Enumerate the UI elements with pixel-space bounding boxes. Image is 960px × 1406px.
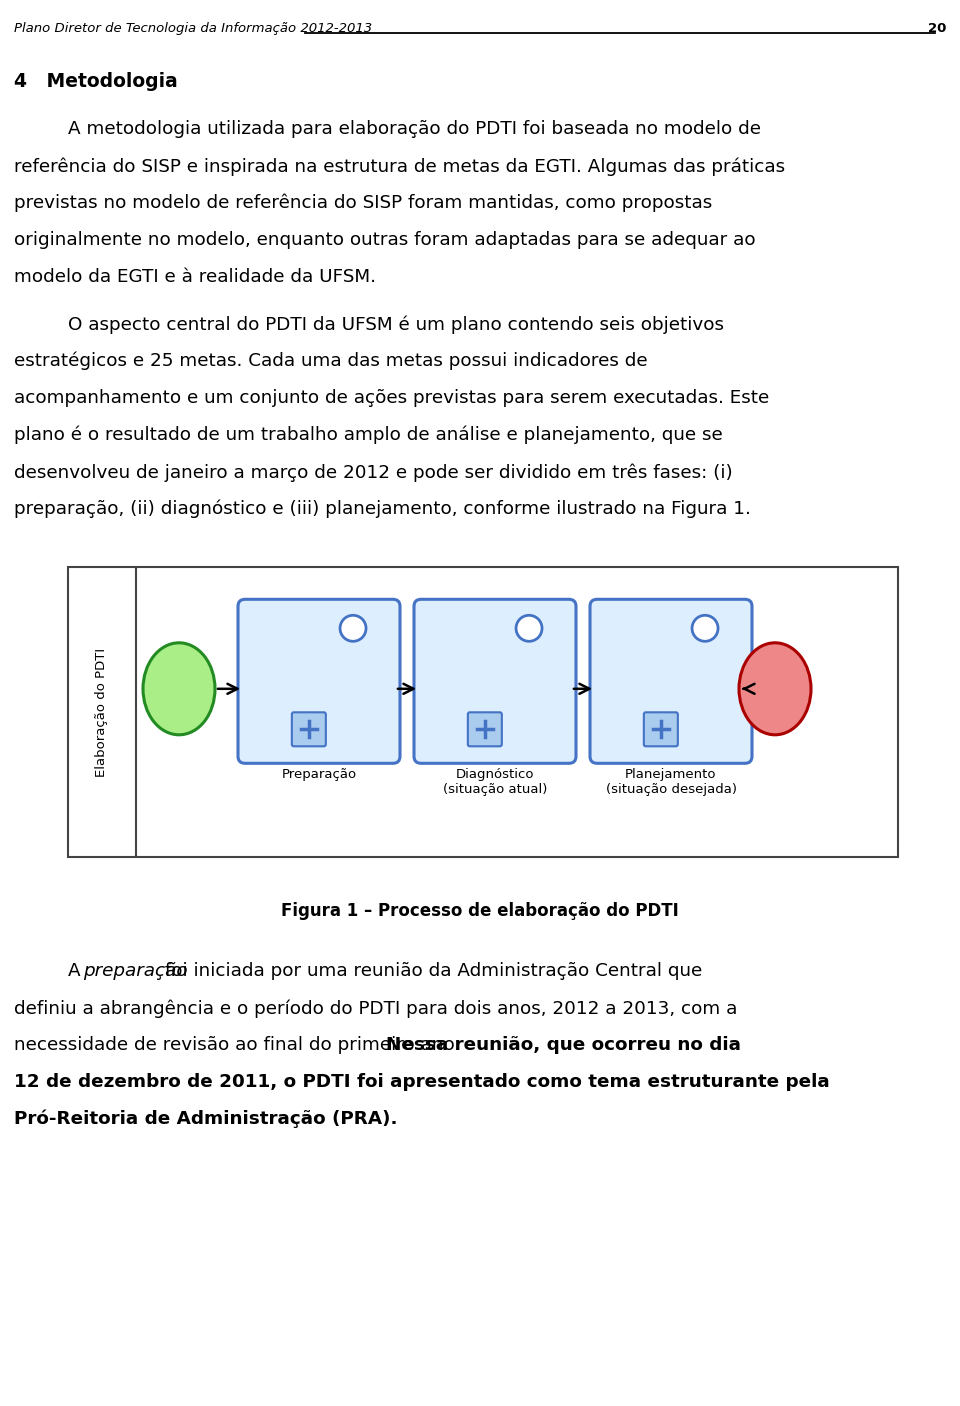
Text: modelo da EGTI e à realidade da UFSM.: modelo da EGTI e à realidade da UFSM.: [14, 269, 376, 285]
Text: Planejamento
(situação desejada): Planejamento (situação desejada): [606, 768, 736, 796]
Text: Figura 1 – Processo de elaboração do PDTI: Figura 1 – Processo de elaboração do PDT…: [281, 903, 679, 920]
Text: Plano Diretor de Tecnologia da Informação 2012-2013: Plano Diretor de Tecnologia da Informaçã…: [14, 22, 372, 35]
FancyBboxPatch shape: [414, 599, 576, 763]
Text: 4   Metodologia: 4 Metodologia: [14, 72, 178, 91]
Text: Diagnóstico
(situação atual): Diagnóstico (situação atual): [443, 768, 547, 796]
Text: estratégicos e 25 metas. Cada uma das metas possui indicadores de: estratégicos e 25 metas. Cada uma das me…: [14, 352, 648, 371]
Text: definiu a abrangência e o período do PDTI para dois anos, 2012 a 2013, com a: definiu a abrangência e o período do PDT…: [14, 1000, 737, 1018]
Text: Elaboração do PDTI: Elaboração do PDTI: [95, 647, 108, 776]
Circle shape: [516, 616, 542, 641]
Text: plano é o resultado de um trabalho amplo de análise e planejamento, que se: plano é o resultado de um trabalho amplo…: [14, 426, 723, 444]
Text: preparação, (ii) diagnóstico e (iii) planejamento, conforme ilustrado na Figura : preparação, (ii) diagnóstico e (iii) pla…: [14, 501, 751, 519]
Text: A: A: [68, 962, 86, 980]
Text: Nessa reunião, que ocorreu no dia: Nessa reunião, que ocorreu no dia: [386, 1036, 741, 1054]
Text: preparação: preparação: [84, 962, 188, 980]
Text: desenvolveu de janeiro a março de 2012 e pode ser dividido em três fases: (i): desenvolveu de janeiro a março de 2012 e…: [14, 463, 732, 481]
Text: Preparação: Preparação: [281, 768, 356, 782]
FancyBboxPatch shape: [292, 713, 325, 747]
FancyBboxPatch shape: [238, 599, 400, 763]
Ellipse shape: [739, 643, 811, 735]
FancyBboxPatch shape: [468, 713, 502, 747]
Text: foi iniciada por uma reunião da Administração Central que: foi iniciada por uma reunião da Administ…: [159, 962, 703, 980]
Text: O aspecto central do PDTI da UFSM é um plano contendo seis objetivos: O aspecto central do PDTI da UFSM é um p…: [68, 315, 724, 333]
Circle shape: [340, 616, 366, 641]
FancyBboxPatch shape: [590, 599, 752, 763]
Text: 12 de dezembro de 2011, o PDTI foi apresentado como tema estruturante pela: 12 de dezembro de 2011, o PDTI foi apres…: [14, 1073, 829, 1091]
Text: previstas no modelo de referência do SISP foram mantidas, como propostas: previstas no modelo de referência do SIS…: [14, 194, 712, 212]
Text: 20: 20: [927, 22, 946, 35]
Ellipse shape: [143, 643, 215, 735]
Circle shape: [692, 616, 718, 641]
Text: referência do SISP e inspirada na estrutura de metas da EGTI. Algumas das prátic: referência do SISP e inspirada na estrut…: [14, 157, 785, 176]
Text: originalmente no modelo, enquanto outras foram adaptadas para se adequar ao: originalmente no modelo, enquanto outras…: [14, 231, 756, 249]
Text: acompanhamento e um conjunto de ações previstas para serem executadas. Este: acompanhamento e um conjunto de ações pr…: [14, 389, 769, 406]
Text: A metodologia utilizada para elaboração do PDTI foi baseada no modelo de: A metodologia utilizada para elaboração …: [68, 120, 761, 138]
Text: necessidade de revisão ao final do primeiro ano.: necessidade de revisão ao final do prime…: [14, 1036, 467, 1054]
Bar: [68, 567, 898, 858]
Text: Pró-Reitoria de Administração (PRA).: Pró-Reitoria de Administração (PRA).: [14, 1109, 397, 1129]
FancyBboxPatch shape: [644, 713, 678, 747]
